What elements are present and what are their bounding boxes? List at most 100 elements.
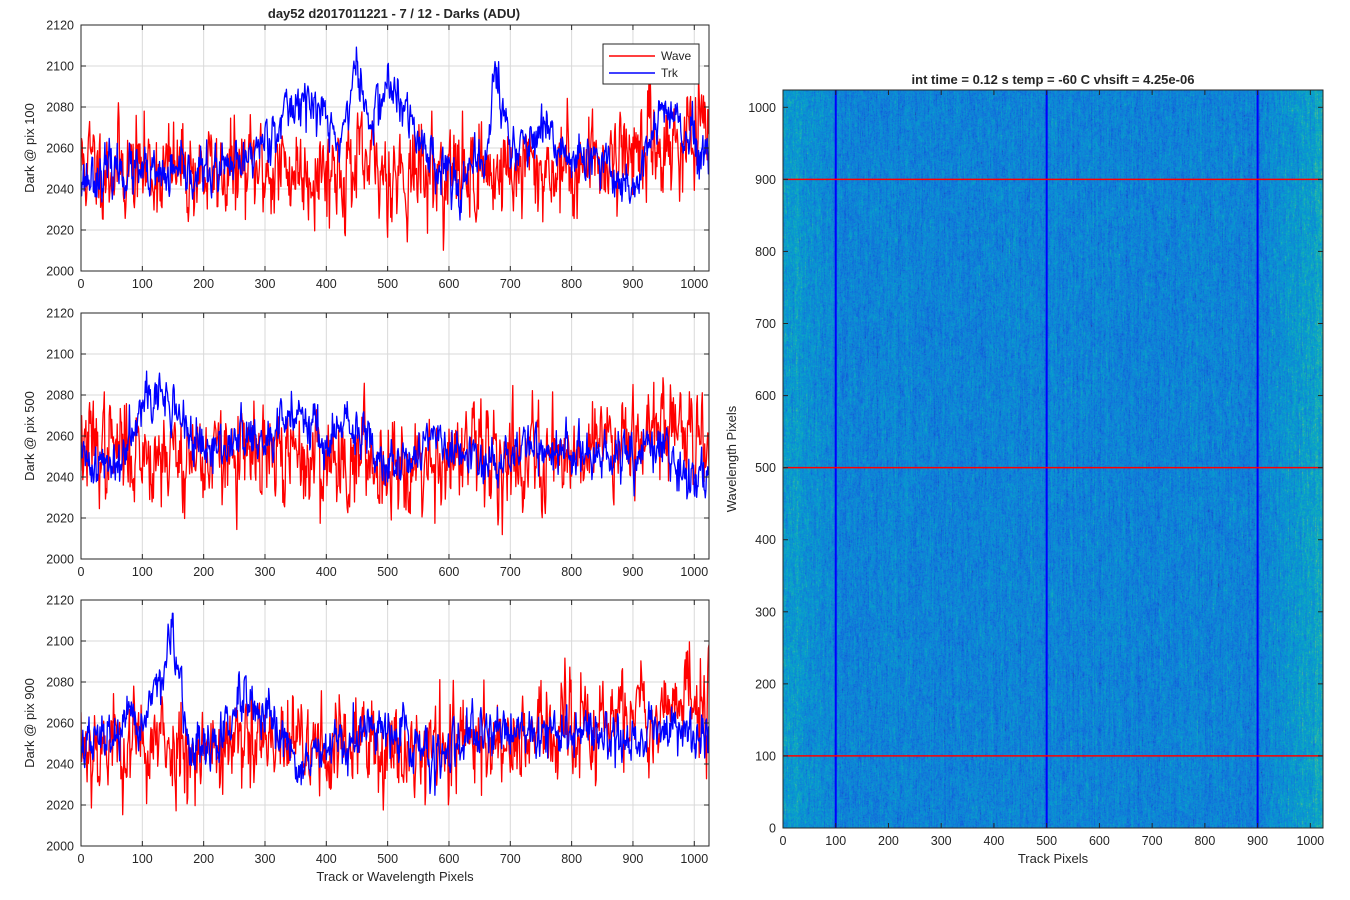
x-tick-label: 400 — [984, 834, 1005, 848]
x-tick-label: 500 — [377, 565, 398, 579]
x-tick-label: 800 — [561, 277, 582, 291]
y-tick-label: 700 — [755, 317, 776, 331]
figure-title: day52 d2017011221 - 7 / 12 - Darks (ADU) — [268, 6, 520, 21]
y-tick-label: 2080 — [46, 676, 74, 690]
x-tick-label: 1000 — [1296, 834, 1324, 848]
x-tick-label: 700 — [500, 277, 521, 291]
y-axis-label: Dark @ pix 900 — [22, 678, 37, 768]
line-panel-pix100: 0 100 200 300 400 500 600 700 800 900 1000 2000 2020… — [22, 19, 710, 291]
x-tick-label: 200 — [193, 565, 214, 579]
x-tick-label: 600 — [439, 852, 460, 866]
series-line-wave — [81, 377, 709, 536]
x-tick-label: 600 — [1089, 834, 1110, 848]
y-tick-label: 2000 — [46, 553, 74, 567]
y-tick-label: 2020 — [46, 512, 74, 526]
y-tick-label: 500 — [755, 461, 776, 475]
y-tick-label: 2000 — [46, 840, 74, 854]
y-tick-label: 400 — [755, 533, 776, 547]
legend-label-trk: Trk — [661, 66, 679, 80]
y-tick-label: 2020 — [46, 799, 74, 813]
x-tick-label: 400 — [316, 565, 337, 579]
y-tick-label: 2120 — [46, 307, 74, 321]
y-tick-label: 2120 — [46, 594, 74, 608]
x-tick-label: 1000 — [680, 565, 708, 579]
axes-box — [782, 89, 1324, 829]
x-tick-label: 900 — [623, 565, 644, 579]
axes: 0 100 200 300 400 500 600 700 800 900 1000 0 100 200 3… — [724, 89, 1324, 866]
y-tick-label: 2060 — [46, 430, 74, 444]
x-tick-label: 100 — [132, 277, 153, 291]
y-tick-label: 2100 — [46, 635, 74, 649]
y-tick-label: 2040 — [46, 471, 74, 485]
x-tick-label: 200 — [878, 834, 899, 848]
x-tick-label: 0 — [780, 834, 787, 848]
legend-label-wave: Wave — [661, 49, 692, 63]
x-tick-label: 400 — [316, 277, 337, 291]
x-tick-label: 0 — [78, 565, 85, 579]
legend: Wave Trk — [602, 43, 700, 85]
x-tick-label: 400 — [316, 852, 337, 866]
x-tick-label: 500 — [377, 852, 398, 866]
x-tick-label: 100 — [825, 834, 846, 848]
x-tick-label: 800 — [1194, 834, 1215, 848]
series-line-trk — [81, 612, 709, 796]
y-axis-label: Wavelength Pixels — [724, 405, 739, 512]
x-tick-label: 1000 — [680, 852, 708, 866]
series-group — [81, 370, 709, 536]
heatmap-canvas — [783, 90, 1323, 828]
line-panel-pix500: 0 100 200 300 400 500 600 700 800 900 1000 2000 2020… — [22, 307, 710, 579]
x-tick-label: 0 — [78, 852, 85, 866]
y-axis-label: Dark @ pix 500 — [22, 391, 37, 481]
x-tick-label: 700 — [500, 852, 521, 866]
heatmap-image — [783, 90, 1323, 828]
y-tick-label: 200 — [755, 677, 776, 691]
x-tick-label: 600 — [439, 565, 460, 579]
x-tick-label: 300 — [255, 565, 276, 579]
y-tick-label: 2000 — [46, 265, 74, 279]
y-tick-label: 800 — [755, 245, 776, 259]
y-tick-label: 300 — [755, 605, 776, 619]
y-tick-label: 2060 — [46, 142, 74, 156]
x-tick-label: 1000 — [680, 277, 708, 291]
axes: 0 100 200 300 400 500 600 700 800 900 1000 2000 2020… — [22, 307, 710, 579]
x-tick-label: 100 — [132, 565, 153, 579]
series-group — [81, 612, 709, 816]
x-tick-label: 700 — [1142, 834, 1163, 848]
x-tick-label: 100 — [132, 852, 153, 866]
x-tick-label: 200 — [193, 277, 214, 291]
y-tick-label: 2080 — [46, 101, 74, 115]
x-tick-label: 0 — [78, 277, 85, 291]
x-tick-label: 500 — [1036, 834, 1057, 848]
y-tick-label: 0 — [769, 822, 776, 836]
x-tick-label: 800 — [561, 565, 582, 579]
y-tick-label: 2100 — [46, 348, 74, 362]
heatmap-panel: int time = 0.12 s temp = -60 C vhsift = … — [724, 72, 1324, 866]
heatmap-title: int time = 0.12 s temp = -60 C vhsift = … — [912, 72, 1195, 87]
axes: 0 100 200 300 400 500 600 700 800 900 1000 2000 2020… — [22, 594, 710, 884]
x-tick-label: 800 — [561, 852, 582, 866]
x-axis-label: Track or Wavelength Pixels — [316, 869, 474, 884]
x-tick-label: 600 — [439, 277, 460, 291]
legend-box — [602, 43, 700, 85]
line-panel-pix900: 0 100 200 300 400 500 600 700 800 900 1000 2000 2020… — [22, 594, 710, 884]
x-tick-label: 900 — [623, 852, 644, 866]
series-line-trk — [81, 46, 709, 221]
x-tick-label: 300 — [255, 277, 276, 291]
y-tick-label: 2040 — [46, 758, 74, 772]
y-tick-label: 2020 — [46, 224, 74, 238]
y-tick-label: 2120 — [46, 19, 74, 33]
y-tick-label: 900 — [755, 173, 776, 187]
y-tick-label: 2060 — [46, 717, 74, 731]
x-tick-label: 500 — [377, 277, 398, 291]
y-tick-label: 2100 — [46, 60, 74, 74]
x-tick-label: 900 — [1247, 834, 1268, 848]
series-line-trk — [81, 370, 709, 500]
series-group — [81, 46, 709, 251]
y-tick-label: 1000 — [748, 101, 776, 115]
x-axis-label: Track Pixels — [1018, 851, 1089, 866]
x-tick-label: 200 — [193, 852, 214, 866]
y-axis-label: Dark @ pix 100 — [22, 103, 37, 193]
x-tick-label: 700 — [500, 565, 521, 579]
x-tick-label: 300 — [255, 852, 276, 866]
